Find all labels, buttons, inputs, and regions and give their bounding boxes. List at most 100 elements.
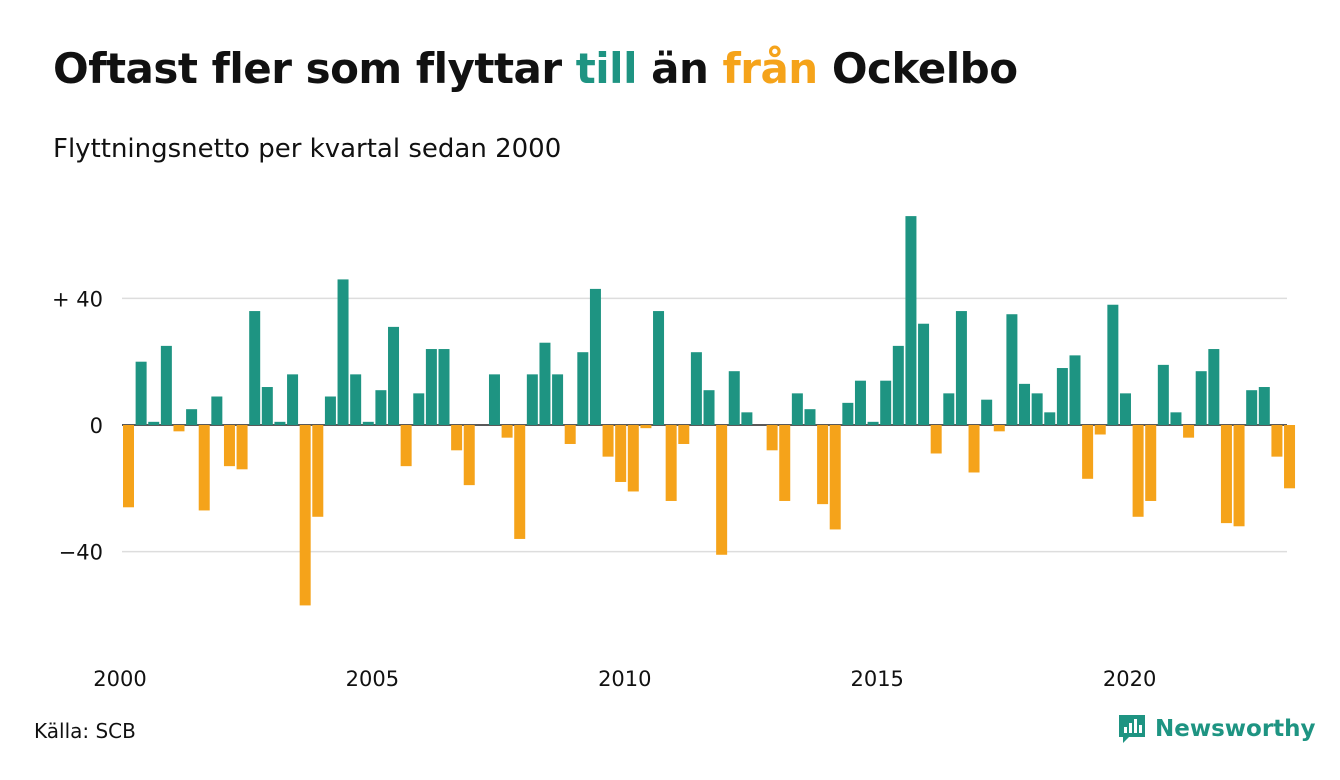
- bar: [438, 349, 450, 425]
- bar: [867, 421, 879, 425]
- bar: [930, 425, 942, 454]
- bar: [1145, 425, 1157, 501]
- y-tick-label: + 40: [52, 287, 103, 311]
- bar: [1157, 364, 1169, 425]
- bar: [501, 425, 513, 438]
- y-axis-labels: + 40 0 −40: [52, 287, 103, 564]
- bar: [1258, 387, 1270, 425]
- bar: [299, 425, 311, 606]
- bar: [690, 352, 702, 425]
- bar: [1220, 425, 1232, 524]
- bar: [249, 311, 261, 425]
- bar: [968, 425, 980, 473]
- bar: [817, 425, 829, 505]
- bar: [665, 425, 677, 501]
- x-tick-label: 2010: [598, 667, 651, 691]
- bar: [892, 345, 904, 426]
- bar: [716, 425, 728, 555]
- bar: [1183, 425, 1195, 438]
- bar: [1094, 425, 1106, 435]
- bar: [981, 399, 993, 425]
- bar: [829, 425, 841, 530]
- bar: [1284, 425, 1296, 489]
- bar: [362, 421, 374, 425]
- bar: [842, 402, 854, 426]
- bar: [287, 374, 299, 425]
- bar: [388, 326, 400, 425]
- title-word-till: till: [575, 44, 638, 93]
- bar: [1233, 425, 1245, 527]
- chart-title: Oftast fler som flyttar till än från Ock…: [53, 44, 1018, 93]
- bar: [678, 425, 690, 444]
- bar: [1031, 393, 1043, 425]
- title-part-2: än: [636, 44, 723, 93]
- x-tick-label: 2005: [346, 667, 399, 691]
- x-axis-labels: 2000 2005 2010 2015 2020: [93, 667, 1156, 691]
- bar: [943, 393, 955, 425]
- bar: [615, 425, 627, 482]
- bar: [211, 396, 223, 425]
- bar: [1170, 412, 1182, 425]
- bar: [1069, 355, 1081, 425]
- bar: [324, 396, 336, 425]
- bar: [135, 361, 147, 425]
- bar: [425, 349, 437, 425]
- bar: [261, 387, 273, 425]
- bar: [1195, 371, 1207, 425]
- bar: [640, 425, 652, 429]
- bar: [993, 425, 1005, 432]
- bar: [577, 352, 589, 425]
- bar: [539, 342, 551, 425]
- x-tick-label: 2020: [1103, 667, 1156, 691]
- source-note: Källa: SCB: [34, 719, 136, 743]
- bar: [589, 288, 601, 425]
- newsworthy-logo[interactable]: Newsworthy: [1117, 713, 1316, 745]
- bar: [160, 345, 172, 426]
- bar: [741, 412, 753, 425]
- newsworthy-logo-icon: [1119, 715, 1145, 743]
- y-tick-label: 0: [90, 414, 103, 438]
- bar: [653, 311, 665, 425]
- bar: [1019, 383, 1031, 426]
- bar: [728, 371, 740, 425]
- bar: [148, 421, 160, 425]
- bar: [602, 425, 614, 457]
- bar: [918, 323, 930, 425]
- bar: [1107, 304, 1119, 425]
- bar: [880, 380, 892, 425]
- bar: [400, 425, 412, 467]
- bar: [123, 425, 134, 508]
- bar: [337, 279, 349, 425]
- bar: [564, 425, 576, 444]
- bar: [186, 409, 198, 425]
- bar: [552, 374, 564, 425]
- bar: [703, 390, 715, 425]
- bar: [198, 425, 210, 511]
- bars: [123, 216, 1296, 606]
- bar: [173, 425, 185, 432]
- bar: [413, 393, 425, 425]
- bar: [1056, 368, 1068, 425]
- bar: [451, 425, 463, 451]
- bar: [1132, 425, 1144, 517]
- title-part-3: Ockelbo: [817, 44, 1018, 93]
- bar: [236, 425, 248, 470]
- bar: [1271, 425, 1283, 457]
- bar: [1119, 393, 1131, 425]
- bar: [514, 425, 526, 539]
- bar: [955, 311, 967, 425]
- bar: [274, 421, 286, 425]
- bar: [223, 425, 235, 467]
- bar: [350, 374, 362, 425]
- bar: [1044, 412, 1056, 425]
- x-tick-label: 2015: [850, 667, 903, 691]
- bar: [1082, 425, 1094, 479]
- bar: [627, 425, 639, 492]
- bar: [779, 425, 791, 501]
- bar: [1006, 314, 1018, 426]
- bar: [804, 409, 816, 425]
- bar: [1208, 349, 1220, 425]
- brand-name: Newsworthy: [1155, 716, 1316, 742]
- bar: [526, 374, 538, 425]
